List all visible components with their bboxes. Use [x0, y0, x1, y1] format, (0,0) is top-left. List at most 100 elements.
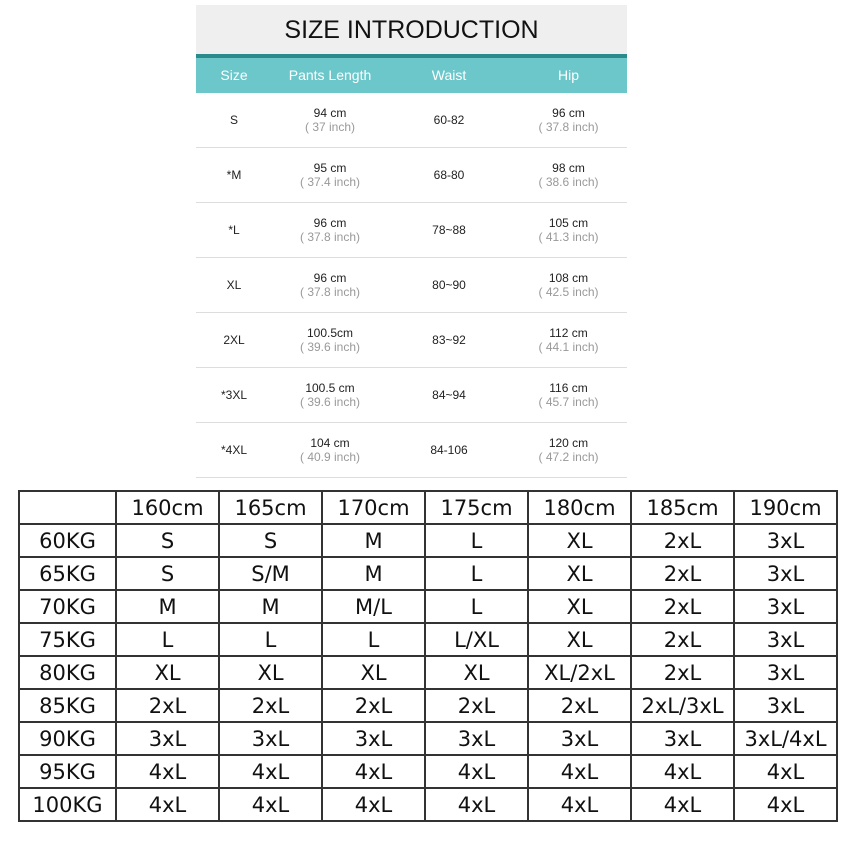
header-hip: Hip — [557, 67, 579, 83]
grid-header-row: 160cm 165cm 170cm 175cm 180cm 185cm 190cm — [18, 490, 838, 525]
length-cm: 95 cm — [313, 161, 347, 175]
size-cell: 3xL — [630, 721, 735, 756]
hip-cm: 108 cm — [548, 271, 589, 285]
length-cm: 100.5cm — [306, 326, 354, 340]
size-cell: XL — [218, 655, 323, 690]
size-cell: 3xL — [527, 721, 632, 756]
size-cell: 4xL — [424, 754, 529, 789]
size-cell: 3xL — [733, 655, 838, 690]
weight-header: 85KG — [18, 688, 117, 723]
size-cell: XL — [527, 523, 632, 558]
height-header: 190cm — [733, 490, 838, 525]
length-cm: 104 cm — [310, 436, 350, 450]
hip-cell: 98 cm( 38.6 inch) — [510, 161, 627, 189]
size-cell: S/M — [218, 556, 323, 591]
size-cell: XL/2xL — [527, 655, 632, 690]
hip-inch: ( 45.7 inch) — [538, 395, 599, 409]
size-cell: XL — [226, 278, 242, 292]
hip-inch: ( 44.1 inch) — [538, 340, 599, 354]
size-cell: 2xL — [630, 655, 735, 690]
size-cell: M — [115, 589, 220, 624]
length-inch: ( 37.4 inch) — [299, 175, 361, 189]
table-row: *L 96 cm( 37.8 inch) 78~88 105 cm( 41.3 … — [196, 203, 627, 258]
weight-header: 100KG — [18, 787, 117, 822]
table-row: 2XL 100.5cm( 39.6 inch) 83~92 112 cm( 44… — [196, 313, 627, 368]
grid-row: 65KG S S/M M L XL 2xL 3xL — [18, 556, 838, 591]
size-cell: 4xL — [218, 754, 323, 789]
hip-inch: ( 38.6 inch) — [538, 175, 599, 189]
length-cell: 96 cm( 37.8 inch) — [272, 271, 388, 299]
size-cell: L — [321, 622, 426, 657]
waist-cell: 78~88 — [432, 223, 466, 237]
hip-cm: 105 cm — [548, 216, 589, 230]
waist-cell: 84-106 — [430, 443, 468, 457]
size-cell: 3xL — [115, 721, 220, 756]
weight-header: 90KG — [18, 721, 117, 756]
size-cell: *4XL — [220, 443, 248, 457]
grid-row: 95KG 4xL 4xL 4xL 4xL 4xL 4xL 4xL — [18, 754, 838, 789]
height-header: 175cm — [424, 490, 529, 525]
size-cell: 4xL — [733, 754, 838, 789]
table-row: XL 96 cm( 37.8 inch) 80~90 108 cm( 42.5 … — [196, 258, 627, 313]
table-row: *4XL 104 cm( 40.9 inch) 84-106 120 cm( 4… — [196, 423, 627, 478]
size-cell: XL — [424, 655, 529, 690]
height-header: 165cm — [218, 490, 323, 525]
weight-header: 80KG — [18, 655, 117, 690]
hip-cell: 108 cm( 42.5 inch) — [510, 271, 627, 299]
size-cell: *M — [226, 168, 242, 182]
size-cell: M — [321, 556, 426, 591]
grid-row: 75KG L L L L/XL XL 2xL 3xL — [18, 622, 838, 657]
size-cell: M — [218, 589, 323, 624]
height-header: 185cm — [630, 490, 735, 525]
size-cell: 2xL — [527, 688, 632, 723]
weight-header: 70KG — [18, 589, 117, 624]
header-pants-length: Pants Length — [288, 67, 372, 83]
size-cell: L/XL — [424, 622, 529, 657]
size-cell: 4xL — [218, 787, 323, 822]
size-introduction-table: SIZE INTRODUCTION Size Pants Length Wais… — [196, 5, 627, 478]
size-cell: 3xL — [733, 589, 838, 624]
size-cell: 4xL — [630, 787, 735, 822]
length-inch: ( 39.6 inch) — [299, 340, 361, 354]
length-cell: 100.5 cm( 39.6 inch) — [272, 381, 388, 409]
grid-row: 85KG 2xL 2xL 2xL 2xL 2xL 2xL/3xL 3xL — [18, 688, 838, 723]
size-cell: 3xL — [733, 523, 838, 558]
length-cell: 100.5cm( 39.6 inch) — [272, 326, 388, 354]
size-cell: 3xL — [733, 556, 838, 591]
size-cell: XL — [321, 655, 426, 690]
header-row: Size Pants Length Waist Hip — [196, 54, 627, 93]
hip-cell: 112 cm( 44.1 inch) — [510, 326, 627, 354]
length-inch: ( 37 inch) — [304, 120, 356, 134]
header-waist: Waist — [431, 67, 467, 83]
height-weight-size-grid: 160cm 165cm 170cm 175cm 180cm 185cm 190cm 60KG S… — [18, 490, 838, 822]
size-cell: S — [115, 556, 220, 591]
size-cell: L — [115, 622, 220, 657]
size-cell: 4xL — [733, 787, 838, 822]
size-cell: 2xL — [321, 688, 426, 723]
waist-cell: 60-82 — [433, 113, 465, 127]
size-cell: 2xL/3xL — [630, 688, 735, 723]
size-cell: S — [229, 113, 238, 127]
hip-cm: 112 cm — [549, 326, 588, 340]
length-cell: 95 cm( 37.4 inch) — [272, 161, 388, 189]
size-cell: XL — [527, 589, 632, 624]
hip-inch: ( 42.5 inch) — [538, 285, 599, 299]
size-cell: 4xL — [115, 754, 220, 789]
hip-inch: ( 37.8 inch) — [538, 120, 599, 134]
height-header: 160cm — [115, 490, 220, 525]
waist-cell: 84~94 — [432, 388, 466, 402]
size-cell: XL — [527, 556, 632, 591]
length-inch: ( 37.8 inch) — [299, 285, 361, 299]
size-cell: M — [321, 523, 426, 558]
grid-row: 70KG M M M/L L XL 2xL 3xL — [18, 589, 838, 624]
height-header: 170cm — [321, 490, 426, 525]
size-cell: 3xL — [733, 622, 838, 657]
size-cell: *L — [228, 223, 240, 237]
size-cell: 3xL — [321, 721, 426, 756]
waist-cell: 83~92 — [432, 333, 466, 347]
hip-inch: ( 41.3 inch) — [538, 230, 599, 244]
size-cell: 2XL — [223, 333, 245, 347]
grid-row: 90KG 3xL 3xL 3xL 3xL 3xL 3xL 3xL/4xL — [18, 721, 838, 756]
length-cm: 96 cm — [313, 216, 347, 230]
grid-row: 100KG 4xL 4xL 4xL 4xL 4xL 4xL 4xL — [18, 787, 838, 822]
